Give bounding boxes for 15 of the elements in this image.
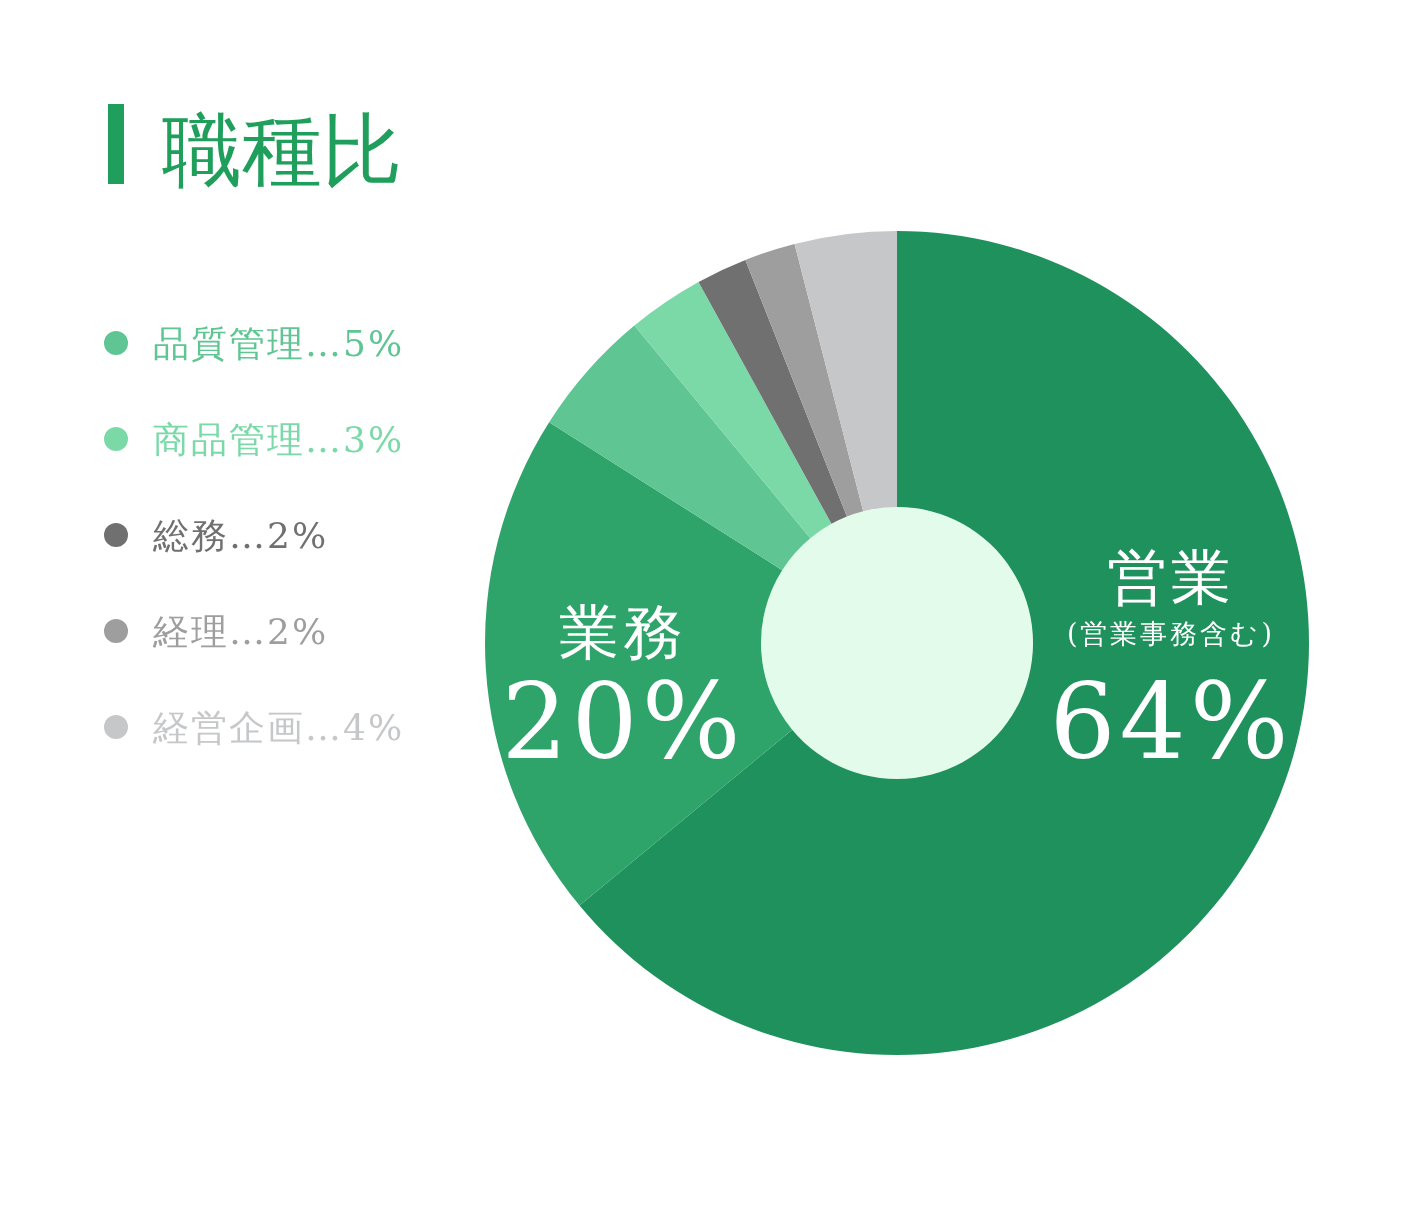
donut-slice (485, 422, 793, 906)
chart-title: 職種比 (162, 104, 402, 197)
legend-label: 商品管理…3% (153, 419, 405, 460)
slice-label: 営業 (1107, 542, 1235, 612)
legend-label: 経理…2% (152, 611, 329, 652)
legend-label: 総務…2% (152, 515, 329, 556)
donut-slice (745, 243, 864, 517)
donut-slice (634, 281, 832, 539)
data-label: 64% (1049, 661, 1293, 783)
text: (営業事務含む) (1066, 618, 1276, 649)
legend-label: 品質管理…5% (153, 323, 405, 364)
donut-slice (549, 325, 811, 571)
donut-slice (794, 231, 897, 512)
donut-slice (698, 259, 847, 524)
legend-label: 経営企画…4% (152, 707, 405, 748)
